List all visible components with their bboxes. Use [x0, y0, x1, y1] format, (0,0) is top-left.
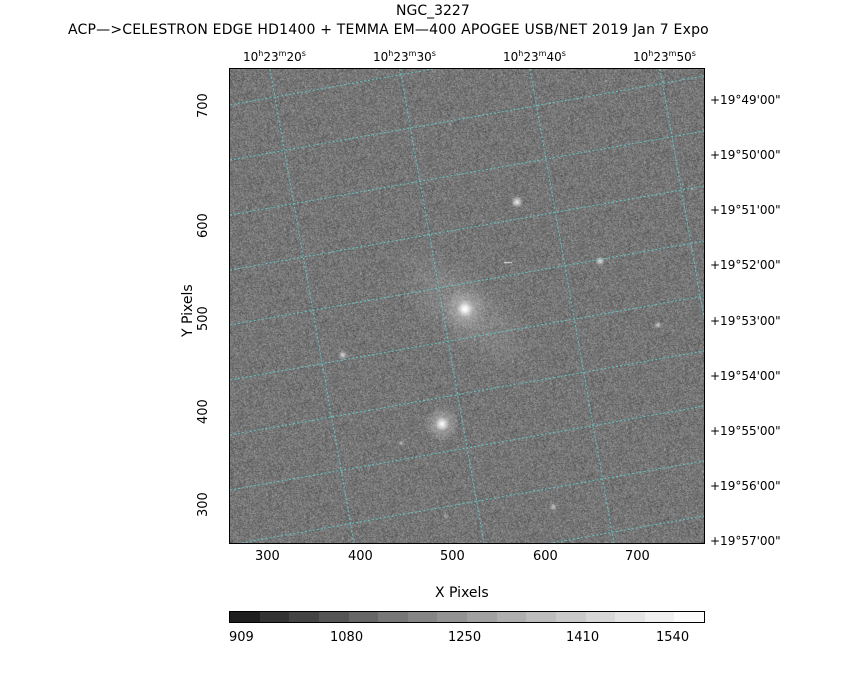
colorbar-segment [289, 612, 319, 622]
colorbar-segment [259, 612, 290, 622]
colorbar-segment [555, 612, 586, 622]
x-tick-label: 500 [440, 549, 465, 564]
colorbar-label: 1250 [448, 630, 482, 645]
colorbar-segment [230, 612, 260, 622]
dec-label: +19°54'00" [710, 369, 781, 383]
dec-label: +19°56'00" [710, 479, 781, 493]
colorbar-label: 909 [229, 630, 254, 645]
x-tick-label: 400 [348, 549, 373, 564]
observation-info: ACP—>CELESTRON EDGE HD1400 + TEMMA EM—40… [68, 22, 709, 38]
y-tick-label: 400 [196, 399, 211, 424]
coordinate-grid [230, 69, 704, 543]
x-axis-title: X Pixels [435, 585, 489, 601]
ra-label: 10h23m50s [633, 49, 696, 64]
y-tick-label: 300 [196, 492, 211, 517]
y-tick-label: 700 [196, 93, 211, 118]
image-title: NGC_3227 [396, 3, 470, 19]
colorbar-segment [378, 612, 408, 622]
colorbar-segment [348, 612, 379, 622]
image-plot[interactable] [229, 68, 705, 544]
x-tick-label: 300 [255, 549, 280, 564]
colorbar-segment [585, 612, 616, 622]
colorbar-segment [318, 612, 349, 622]
dec-label: +19°50'00" [710, 148, 781, 162]
colorbar-segment [437, 612, 467, 622]
x-tick-label: 600 [533, 549, 558, 564]
dec-label: +19°49'00" [710, 93, 781, 107]
colorbar-label: 1080 [330, 630, 364, 645]
y-axis-title: Y Pixels [180, 284, 196, 337]
y-tick-label: 500 [196, 306, 211, 331]
dec-label: +19°57'00" [710, 534, 781, 548]
sky-image [230, 69, 704, 543]
colorbar-segment [526, 612, 556, 622]
colorbar-segment [496, 612, 527, 622]
colorbar-segment [407, 612, 438, 622]
ra-label: 10h23m40s [503, 49, 566, 64]
y-tick-label: 600 [196, 213, 211, 238]
colorbar-label: 1540 [656, 630, 690, 645]
ra-label: 10h23m20s [243, 49, 306, 64]
colorbar [229, 611, 705, 623]
ra-label: 10h23m30s [373, 49, 436, 64]
dec-label: +19°51'00" [710, 203, 781, 217]
colorbar-segment [644, 612, 675, 622]
colorbar-segment [674, 612, 704, 622]
colorbar-label: 1410 [566, 630, 600, 645]
colorbar-segment [467, 612, 497, 622]
x-tick-label: 700 [625, 549, 650, 564]
dec-label: +19°52'00" [710, 258, 781, 272]
dec-label: +19°53'00" [710, 314, 781, 328]
dec-label: +19°55'00" [710, 424, 781, 438]
colorbar-segment [615, 612, 645, 622]
